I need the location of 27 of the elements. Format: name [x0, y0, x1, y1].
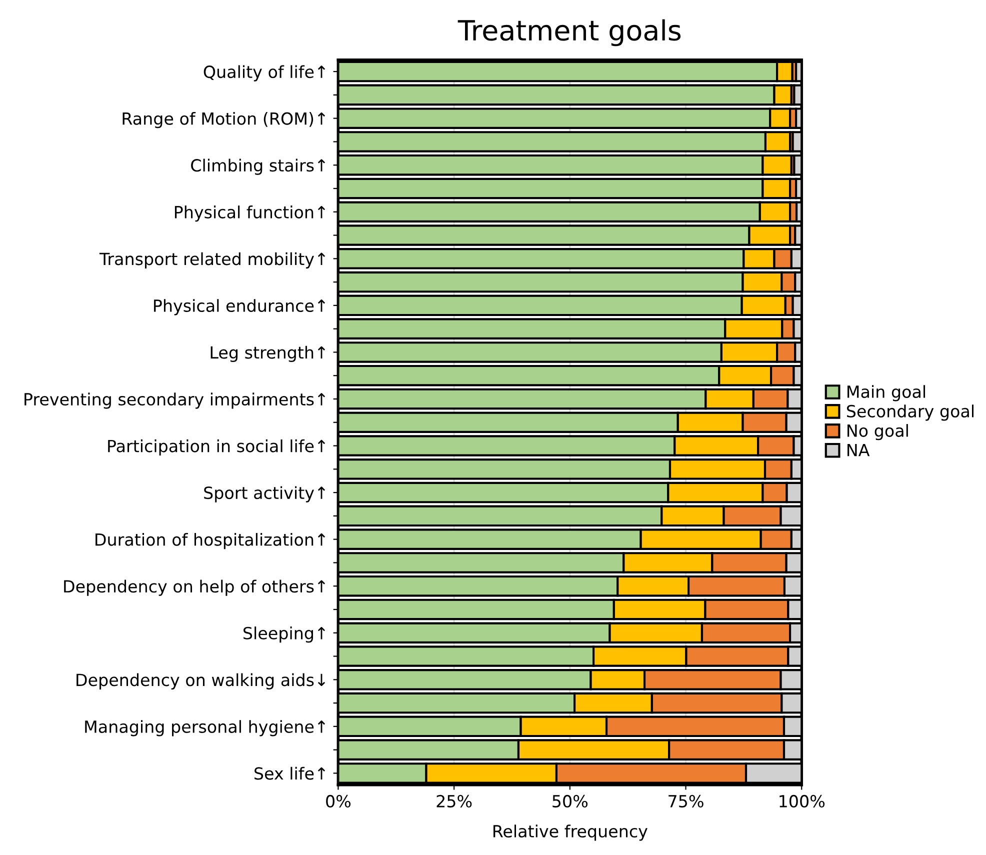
y-tick-label: Dependency on help of others↑ — [64, 580, 326, 596]
y-tick-label: Managing personal hygiene↑ — [85, 720, 326, 736]
x-tick-label: 0% — [326, 794, 350, 808]
legend-label: NA — [848, 444, 870, 456]
y-tick-label: Leg strength↑ — [210, 346, 326, 362]
x-tick-label: 100% — [780, 794, 825, 808]
legend-label: Secondary goal — [846, 404, 974, 421]
y-tick-label: Climbing stairs↑ — [191, 158, 326, 175]
y-tick-label: Range of Motion (ROM)↑ — [122, 112, 326, 128]
y-tick-label: Transport related mobility↑ — [99, 252, 326, 268]
y-tick-label: Dependency on walking aids↓ — [76, 673, 326, 690]
y-tick-label: Sport activity↑ — [204, 486, 326, 502]
y-tick-label: Preventing secondary impairments↑ — [24, 392, 326, 409]
y-tick-label: Physical function↑ — [174, 206, 326, 222]
x-tick-label: 75% — [668, 794, 704, 808]
x-axis-title: Relative frequency — [493, 824, 648, 841]
y-tick-label: Sex life↑ — [254, 766, 326, 780]
chart-title: Treatment goals — [458, 19, 681, 46]
y-tick-label: Participation in social life↑ — [108, 439, 326, 456]
x-tick-label: 25% — [436, 794, 472, 808]
x-tick-label: 50% — [552, 794, 588, 808]
y-tick-label: Duration of hospitalization↑ — [96, 532, 326, 550]
y-tick-label: Quality of life↑ — [204, 65, 326, 82]
legend-label: Main goal — [848, 385, 926, 402]
y-tick-label: Physical endurance↑ — [154, 299, 326, 316]
legend-label: No goal — [848, 424, 908, 440]
y-tick-label: Sleeping↑ — [244, 626, 326, 643]
